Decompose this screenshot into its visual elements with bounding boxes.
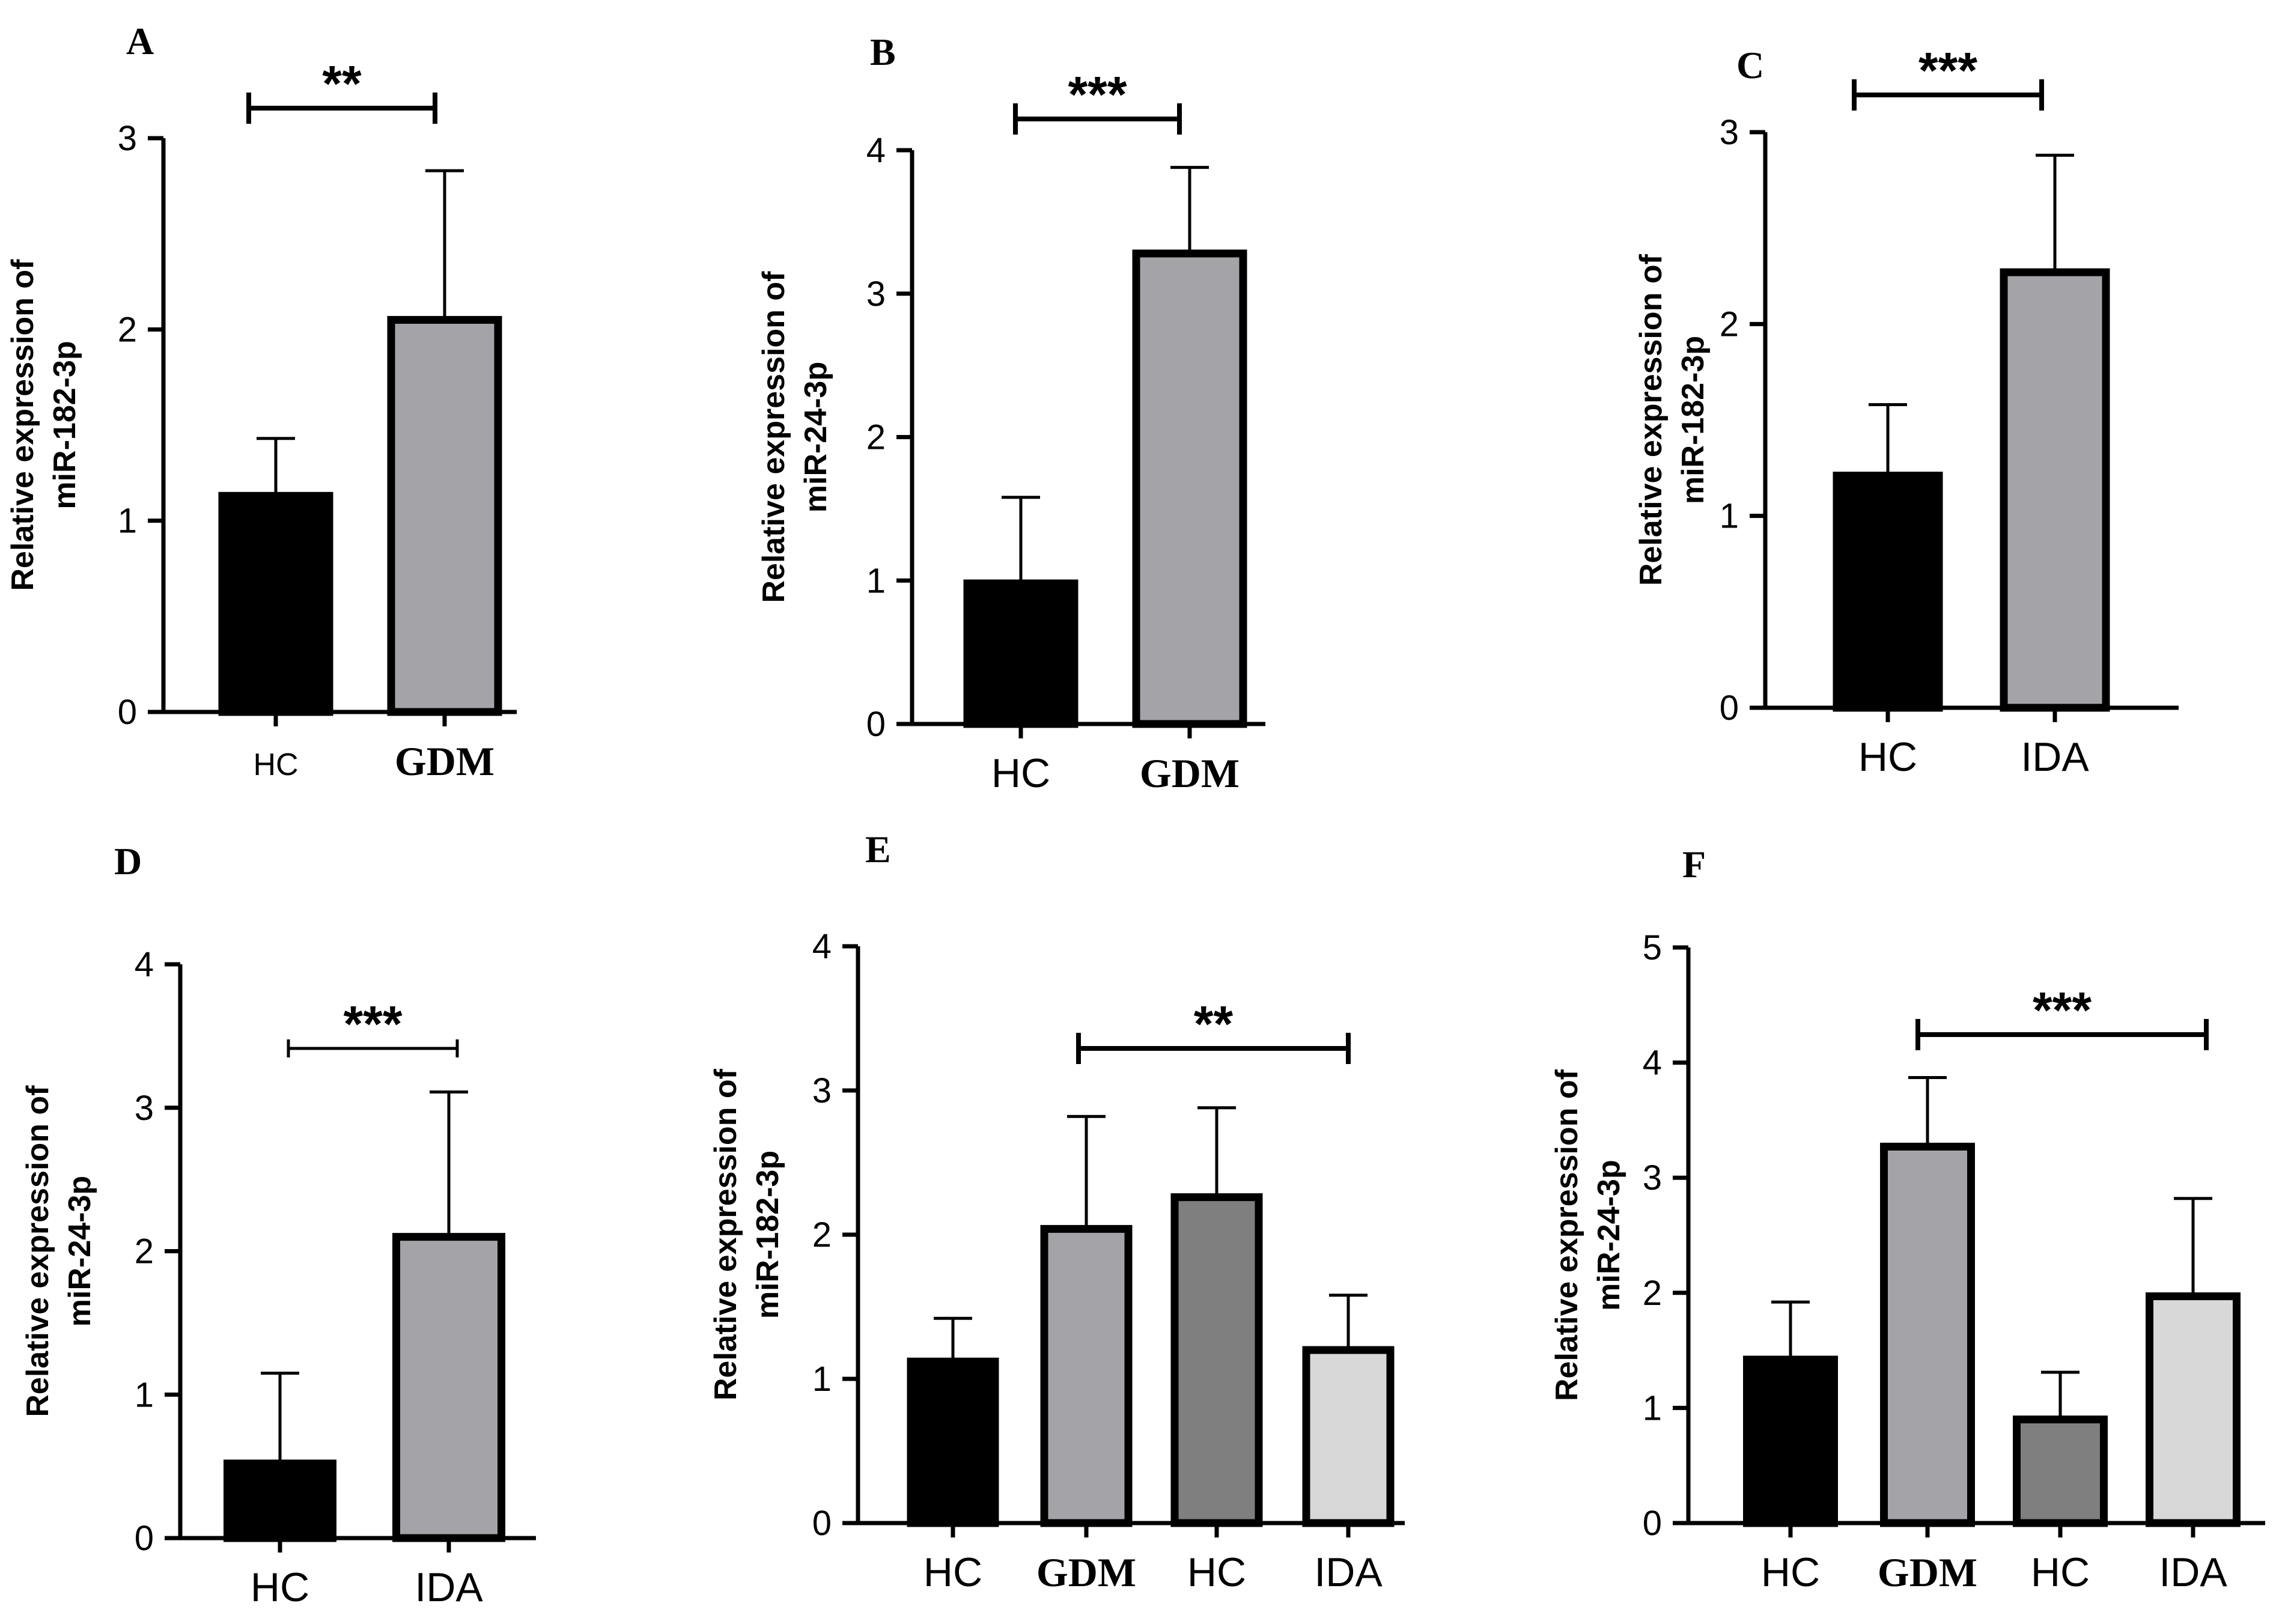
significance-stars: *** bbox=[1918, 42, 1977, 99]
bar-gdm bbox=[1040, 1224, 1133, 1527]
y-tick-label: 3 bbox=[135, 1089, 154, 1128]
x-tick-label: HC bbox=[1187, 1549, 1246, 1595]
bar-hc bbox=[963, 579, 1079, 728]
x-tick-label: GDM bbox=[395, 738, 494, 784]
x-tick-label: HC bbox=[253, 747, 298, 782]
chart-panel-b: B 0 1 2 3 4 Relative expression of miR-24-3p HC G… bbox=[756, 31, 1265, 796]
panel-label: A bbox=[126, 20, 154, 62]
x-tick-label: HC bbox=[991, 750, 1050, 796]
bar-hc bbox=[1833, 472, 1943, 712]
y-tick-label: 0 bbox=[118, 693, 137, 732]
y-tick-label: 0 bbox=[1720, 689, 1739, 728]
y-axis-title-line1: Relative expression of bbox=[5, 259, 40, 591]
y-tick-label: 0 bbox=[812, 1504, 832, 1543]
x-tick-label: HC bbox=[2031, 1549, 2090, 1595]
y-tick-label: 4 bbox=[135, 945, 154, 984]
y-tick-label: 1 bbox=[135, 1375, 154, 1414]
y-axis-title-line2: miR-24-3p bbox=[1592, 1160, 1626, 1310]
y-tick-label: 1 bbox=[866, 561, 886, 600]
y-tick-label: 3 bbox=[118, 119, 137, 158]
chart-panel-f: F 0 1 2 3 4 5 Relative expression of miR-24-3p HC… bbox=[1550, 843, 2265, 1595]
y-tick-label: 2 bbox=[135, 1232, 154, 1271]
bar-ida bbox=[2000, 268, 2110, 712]
y-axis-title-line1: Relative expression of bbox=[756, 271, 791, 603]
y-tick-label: 1 bbox=[812, 1360, 832, 1399]
significance-stars: *** bbox=[343, 996, 402, 1052]
chart-panel-a: A 0 1 2 3 Relative expression of miR-182-3p HC G… bbox=[5, 20, 517, 784]
bar-hc bbox=[1743, 1355, 1838, 1527]
bar-hc bbox=[1170, 1193, 1263, 1527]
y-axis-title-line2: miR-182-3p bbox=[1676, 336, 1711, 504]
significance-stars: *** bbox=[2033, 982, 2092, 1038]
y-axis-title-line1: Relative expression of bbox=[1550, 1069, 1584, 1401]
y-tick-label: 2 bbox=[118, 310, 137, 349]
y-tick-label: 0 bbox=[135, 1519, 154, 1558]
bar-hc bbox=[2013, 1416, 2108, 1527]
panel-label: F bbox=[1682, 843, 1706, 886]
chart-panel-e: E 0 1 2 3 4 Relative expression of miR-182-3p HC… bbox=[708, 828, 1405, 1595]
significance-stars: ** bbox=[1194, 996, 1234, 1052]
x-tick-label: GDM bbox=[1140, 750, 1240, 796]
x-tick-label: IDA bbox=[2021, 734, 2089, 780]
bar-gdm bbox=[1880, 1142, 1975, 1527]
bar-gdm bbox=[1132, 249, 1247, 728]
bar-ida bbox=[1302, 1346, 1395, 1527]
y-tick-label: 2 bbox=[866, 418, 886, 457]
x-tick-label: IDA bbox=[2159, 1549, 2227, 1595]
y-tick-label: 2 bbox=[1643, 1274, 1662, 1313]
panel-label: E bbox=[865, 828, 891, 871]
y-tick-label: 5 bbox=[1643, 928, 1662, 967]
bar-gdm bbox=[387, 315, 502, 716]
y-axis-title-line2: miR-24-3p bbox=[62, 1176, 97, 1327]
x-tick-label: IDA bbox=[415, 1565, 483, 1610]
panel-label: D bbox=[114, 840, 142, 883]
y-axis-title-line1: Relative expression of bbox=[1634, 254, 1669, 586]
x-tick-label: HC bbox=[251, 1565, 309, 1610]
y-tick-label: 4 bbox=[1643, 1044, 1662, 1083]
y-tick-label: 3 bbox=[1643, 1158, 1662, 1197]
bar-hc bbox=[907, 1357, 999, 1527]
bar-hc bbox=[218, 491, 333, 716]
y-tick-label: 3 bbox=[866, 275, 886, 314]
bar-ida bbox=[392, 1233, 505, 1542]
y-tick-label: 1 bbox=[1720, 497, 1739, 536]
y-axis-title-line2: miR-24-3p bbox=[799, 362, 833, 512]
y-axis-title-line2: miR-182-3p bbox=[750, 1151, 785, 1319]
bar-ida bbox=[2146, 1292, 2241, 1527]
x-tick-label: IDA bbox=[1314, 1549, 1383, 1595]
significance-stars: *** bbox=[1068, 66, 1127, 123]
y-tick-label: 4 bbox=[866, 131, 886, 170]
x-tick-label: HC bbox=[1858, 734, 1917, 780]
x-tick-label: HC bbox=[1761, 1549, 1820, 1595]
y-tick-label: 1 bbox=[1643, 1388, 1662, 1428]
x-tick-label: HC bbox=[923, 1549, 982, 1595]
bar-hc bbox=[224, 1459, 336, 1542]
significance-stars: ** bbox=[322, 55, 362, 112]
chart-panel-d: D 0 1 2 3 4 Relative expression of miR-24-3p HC I… bbox=[20, 840, 536, 1610]
y-tick-label: 4 bbox=[812, 927, 832, 966]
y-tick-label: 3 bbox=[1720, 113, 1739, 152]
y-axis-title-line2: miR-182-3p bbox=[47, 341, 82, 509]
y-tick-label: 0 bbox=[866, 705, 886, 744]
panel-label: B bbox=[870, 31, 896, 73]
chart-panel-c: C 0 1 2 3 Relative expression of miR-182-3p HC I… bbox=[1634, 42, 2179, 780]
y-tick-label: 2 bbox=[1720, 305, 1739, 344]
y-tick-label: 0 bbox=[1643, 1504, 1662, 1543]
y-axis-title-line1: Relative expression of bbox=[20, 1085, 55, 1417]
y-tick-label: 1 bbox=[118, 502, 137, 541]
x-tick-label: GDM bbox=[1878, 1549, 1977, 1595]
x-tick-label: GDM bbox=[1036, 1549, 1136, 1595]
y-tick-label: 2 bbox=[812, 1215, 832, 1254]
y-axis-title-line1: Relative expression of bbox=[708, 1068, 743, 1400]
panel-label: C bbox=[1736, 44, 1764, 87]
y-tick-label: 3 bbox=[812, 1071, 832, 1110]
